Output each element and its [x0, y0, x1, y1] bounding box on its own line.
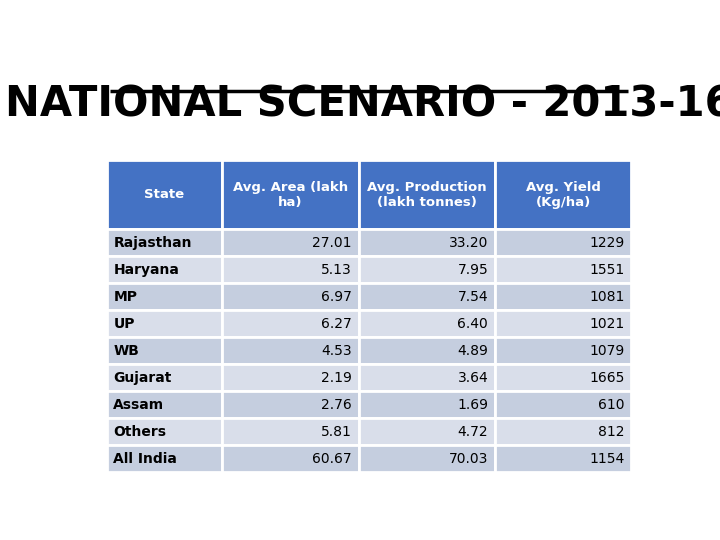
Text: Gujarat: Gujarat: [114, 370, 172, 384]
Text: 812: 812: [598, 425, 624, 438]
Text: 2.19: 2.19: [321, 370, 352, 384]
FancyBboxPatch shape: [222, 283, 359, 310]
FancyBboxPatch shape: [495, 337, 631, 364]
FancyBboxPatch shape: [359, 256, 495, 283]
Text: 4.72: 4.72: [458, 425, 488, 438]
Text: 1665: 1665: [589, 370, 624, 384]
FancyBboxPatch shape: [359, 337, 495, 364]
Text: Avg. Area (lakh
ha): Avg. Area (lakh ha): [233, 181, 348, 209]
Text: Assam: Assam: [114, 398, 165, 411]
FancyBboxPatch shape: [222, 391, 359, 418]
FancyBboxPatch shape: [107, 310, 222, 337]
FancyBboxPatch shape: [495, 418, 631, 446]
FancyBboxPatch shape: [222, 229, 359, 256]
Text: 4.53: 4.53: [321, 343, 352, 357]
FancyBboxPatch shape: [222, 446, 359, 472]
FancyBboxPatch shape: [359, 446, 495, 472]
Text: State: State: [145, 188, 184, 201]
Text: 1229: 1229: [589, 235, 624, 249]
FancyBboxPatch shape: [359, 229, 495, 256]
FancyBboxPatch shape: [495, 364, 631, 391]
Text: MP: MP: [114, 289, 138, 303]
Text: Others: Others: [114, 425, 166, 438]
FancyBboxPatch shape: [107, 229, 222, 256]
Text: UP: UP: [114, 316, 135, 330]
Text: WB: WB: [114, 343, 139, 357]
Text: 7.95: 7.95: [457, 262, 488, 276]
FancyBboxPatch shape: [495, 310, 631, 337]
FancyBboxPatch shape: [222, 160, 359, 229]
Text: 1081: 1081: [589, 289, 624, 303]
Text: 60.67: 60.67: [312, 452, 352, 466]
FancyBboxPatch shape: [107, 391, 222, 418]
FancyBboxPatch shape: [107, 364, 222, 391]
Text: 1551: 1551: [589, 262, 624, 276]
Text: All India: All India: [114, 452, 177, 466]
Text: 6.27: 6.27: [321, 316, 352, 330]
FancyBboxPatch shape: [495, 446, 631, 472]
FancyBboxPatch shape: [222, 256, 359, 283]
FancyBboxPatch shape: [359, 283, 495, 310]
Text: 33.20: 33.20: [449, 235, 488, 249]
Text: Avg. Yield
(Kg/ha): Avg. Yield (Kg/ha): [526, 181, 600, 209]
FancyBboxPatch shape: [495, 229, 631, 256]
FancyBboxPatch shape: [359, 310, 495, 337]
Text: 7.54: 7.54: [458, 289, 488, 303]
Text: 5.81: 5.81: [321, 425, 352, 438]
FancyBboxPatch shape: [495, 256, 631, 283]
Text: 6.97: 6.97: [321, 289, 352, 303]
Text: 27.01: 27.01: [312, 235, 352, 249]
FancyBboxPatch shape: [359, 160, 495, 229]
Text: 6.40: 6.40: [457, 316, 488, 330]
FancyBboxPatch shape: [222, 337, 359, 364]
FancyBboxPatch shape: [359, 391, 495, 418]
Text: Haryana: Haryana: [114, 262, 179, 276]
Text: 70.03: 70.03: [449, 452, 488, 466]
Text: 3.64: 3.64: [457, 370, 488, 384]
Text: 2.76: 2.76: [321, 398, 352, 411]
Text: 5.13: 5.13: [321, 262, 352, 276]
FancyBboxPatch shape: [359, 418, 495, 446]
FancyBboxPatch shape: [495, 391, 631, 418]
FancyBboxPatch shape: [222, 310, 359, 337]
FancyBboxPatch shape: [107, 418, 222, 446]
Text: Avg. Production
(lakh tonnes): Avg. Production (lakh tonnes): [367, 181, 487, 209]
Text: 1154: 1154: [589, 452, 624, 466]
Text: 1.69: 1.69: [457, 398, 488, 411]
FancyBboxPatch shape: [107, 160, 222, 229]
Text: NATIONAL SCENARIO - 2013-16: NATIONAL SCENARIO - 2013-16: [5, 84, 720, 125]
Text: 610: 610: [598, 398, 624, 411]
FancyBboxPatch shape: [107, 283, 222, 310]
Text: 4.89: 4.89: [457, 343, 488, 357]
FancyBboxPatch shape: [222, 364, 359, 391]
Text: 1079: 1079: [589, 343, 624, 357]
FancyBboxPatch shape: [359, 364, 495, 391]
FancyBboxPatch shape: [495, 283, 631, 310]
FancyBboxPatch shape: [222, 418, 359, 446]
FancyBboxPatch shape: [107, 446, 222, 472]
FancyBboxPatch shape: [107, 337, 222, 364]
Text: 1021: 1021: [589, 316, 624, 330]
FancyBboxPatch shape: [495, 160, 631, 229]
Text: Rajasthan: Rajasthan: [114, 235, 192, 249]
FancyBboxPatch shape: [107, 256, 222, 283]
